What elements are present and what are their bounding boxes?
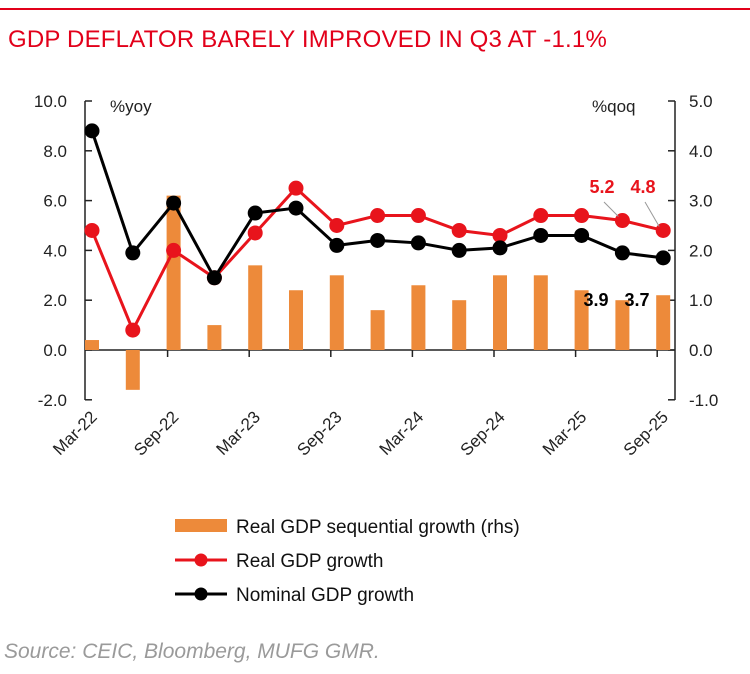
right-tick-label: 3.0 [689,192,713,211]
right-tick-label: -1.0 [689,391,718,410]
leader-line [603,201,619,217]
nominal-gdp-point [125,245,141,261]
bar-Dec-22 [207,325,222,350]
left-tick-label: 4.0 [43,241,67,260]
right-axis-unit: %qoq [592,97,635,116]
real-gdp-point [288,180,304,196]
data-label: 4.8 [630,177,655,197]
x-tick-label: Sep-25 [620,407,672,459]
real-gdp-point [410,208,426,224]
nominal-gdp-point [574,227,590,243]
nominal-gdp-point [370,232,386,248]
right-tick-label: 2.0 [689,241,713,260]
bar-Jun-24 [452,300,467,350]
real-gdp-point [574,208,590,224]
x-tick-label: Mar-25 [539,407,591,459]
real-gdp-point [614,213,630,229]
data-label: 3.7 [624,290,649,310]
left-axis-unit: %yoy [110,97,152,116]
x-tick-label: Sep-22 [130,407,182,459]
data-label: 3.9 [583,290,608,310]
nominal-gdp-point [206,270,222,286]
right-tick-label: 1.0 [689,291,713,310]
legend-marker-real [194,553,208,567]
x-tick-label: Sep-23 [293,407,345,459]
real-gdp-point [451,222,467,238]
right-tick-label: 4.0 [689,142,713,161]
real-gdp-point [166,242,182,258]
real-gdp-point [533,208,549,224]
left-tick-label: 2.0 [43,291,67,310]
legend-label: Nominal GDP growth [236,585,414,606]
left-tick-label: 10.0 [34,92,67,111]
bar-Sep-23 [329,275,344,350]
real-gdp-point [84,222,100,238]
real-gdp-point [492,227,508,243]
bar-Dec-23 [370,310,385,350]
x-tick-label: Mar-24 [376,407,428,459]
right-tick-label: 5.0 [689,92,713,111]
real-gdp-point [370,208,386,224]
source-note: Source: CEIC, Bloomberg, MUFG GMR. [4,640,380,663]
left-tick-label: 6.0 [43,192,67,211]
real-gdp-point [247,225,263,241]
nominal-gdp-point [614,245,630,261]
x-tick-label: Mar-23 [213,407,265,459]
x-tick-label: Mar-22 [49,407,101,459]
x-tick-label: Sep-24 [457,407,509,459]
right-tick-label: 0.0 [689,341,713,360]
left-tick-label: -2.0 [38,391,67,410]
data-label: 5.2 [589,177,614,197]
nominal-gdp-point [247,205,263,221]
nominal-gdp-point [492,240,508,256]
bar-Mar-25 [574,290,589,350]
bar-Mar-22 [85,340,99,350]
legend-swatch-bar [175,519,227,532]
nominal-gdp-point [533,227,549,243]
bar-Sep-24 [493,275,507,350]
bar-Jun-25 [615,300,630,350]
bar-Mar-23 [248,265,263,350]
nominal-gdp-point [329,237,345,253]
bar-Jun-23 [289,290,303,350]
bar-Sep-25 [656,295,671,350]
bar-Jun-22 [125,350,140,390]
real-gdp-point [329,218,345,233]
legend-label: Real GDP sequential growth (rhs) [236,517,520,538]
real-gdp-point [125,322,141,338]
bar-Sep-22 [166,195,181,350]
nominal-gdp-point [84,123,100,139]
nominal-gdp-point [655,250,671,266]
chart-title: GDP DEFLATOR BARELY IMPROVED IN Q3 AT -1… [8,26,608,53]
real-gdp-point [655,222,671,238]
nominal-gdp-point [410,235,426,251]
legend-marker-nominal [194,587,208,601]
bar-Dec-24 [533,275,548,350]
left-tick-label: 0.0 [43,341,67,360]
nominal-gdp-point [451,242,467,258]
bar-Mar-24 [411,285,426,350]
legend-label: Real GDP growth [236,551,384,572]
nominal-gdp-point [288,200,304,216]
nominal-gdp-point [166,195,182,211]
top-rule [0,8,750,10]
left-tick-label: 8.0 [43,142,67,161]
leader-line [644,201,660,227]
